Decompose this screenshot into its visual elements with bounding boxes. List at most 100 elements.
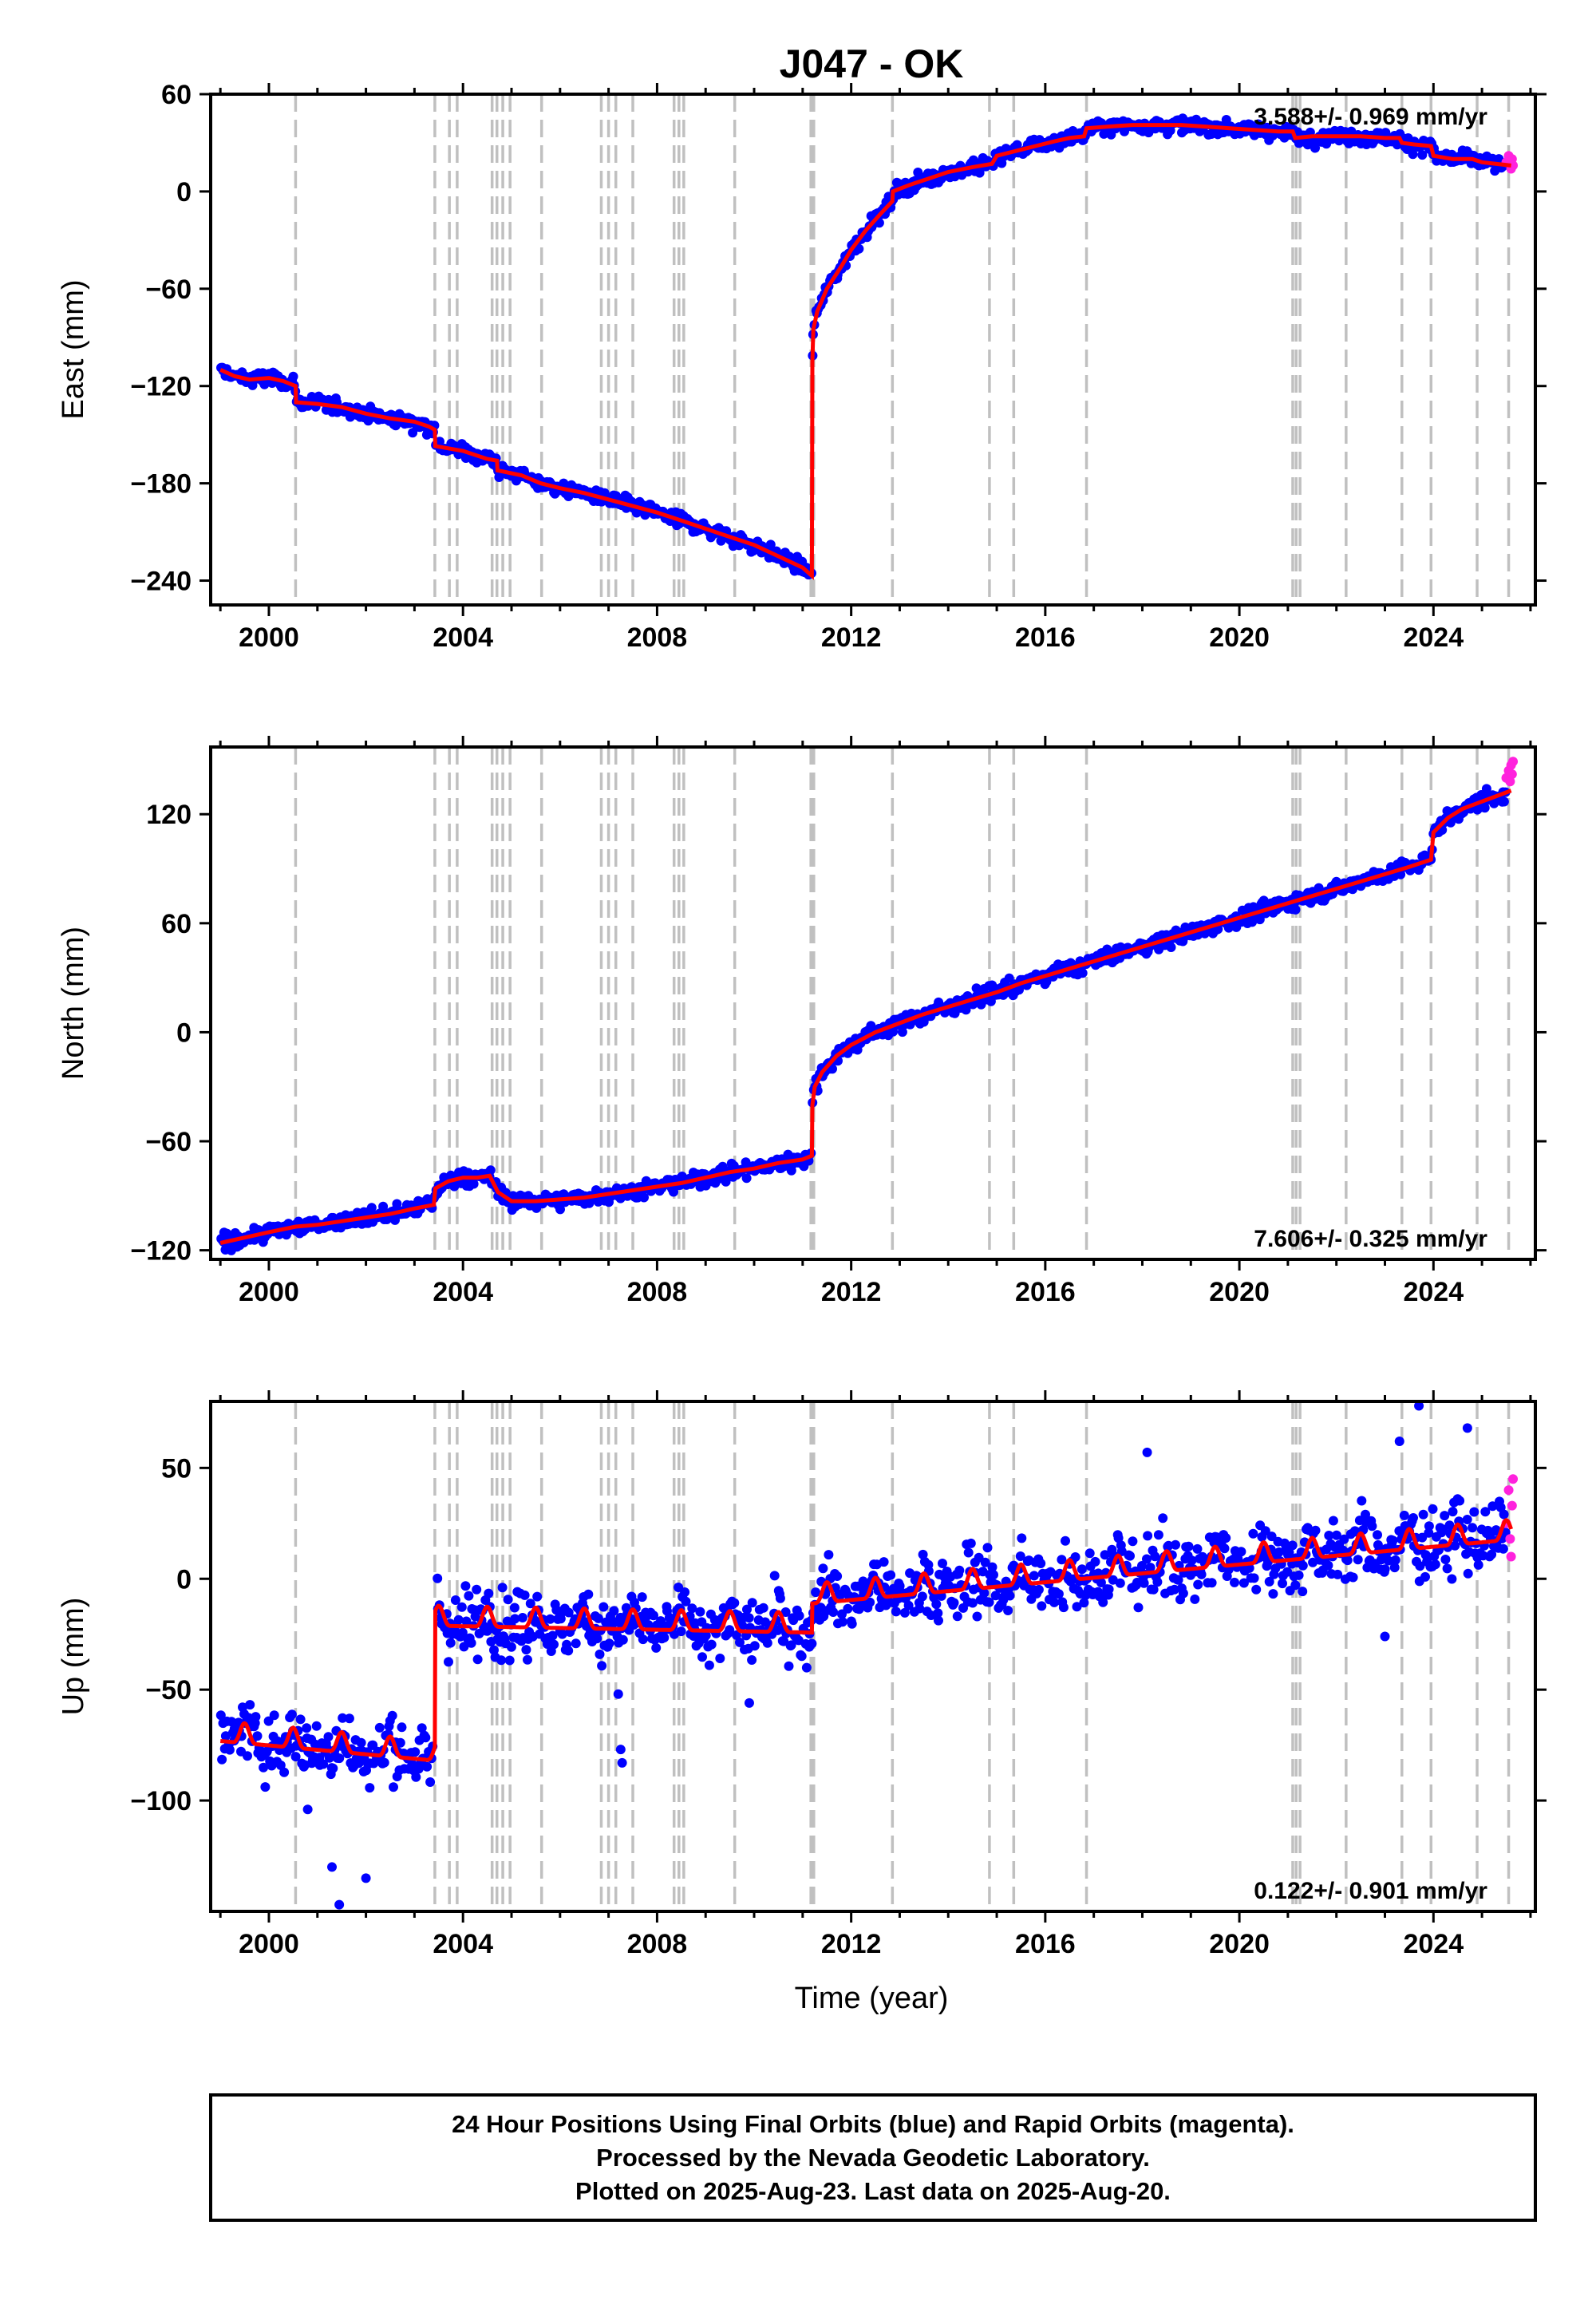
final-orbit-point [1104, 1584, 1114, 1595]
final-orbit-point [397, 1722, 407, 1733]
final-orbit-point [1418, 1509, 1428, 1520]
final-orbit-point [521, 1645, 531, 1655]
final-orbit-point [509, 1603, 519, 1613]
east-model-line [219, 123, 1511, 580]
final-orbit-point [1143, 1531, 1153, 1541]
final-orbit-point [891, 1607, 901, 1617]
final-orbit-point [461, 1616, 472, 1626]
final-orbit-point [899, 1607, 910, 1618]
final-orbit-point [1424, 1528, 1434, 1538]
footer-frame [209, 2093, 1537, 2222]
final-orbit-point [549, 1639, 559, 1650]
final-orbit-point [1447, 1574, 1457, 1584]
final-orbit-point [1163, 1540, 1174, 1551]
final-orbit-point [952, 1611, 962, 1622]
final-orbit-point [1158, 1513, 1168, 1524]
final-orbit-point [938, 1559, 947, 1568]
final-orbit-point [485, 1165, 496, 1176]
final-orbit-point [843, 1603, 853, 1614]
final-orbit-point [1128, 1536, 1138, 1547]
x-tick-label: 2008 [627, 1277, 688, 1307]
final-orbit-point [1236, 1547, 1246, 1557]
final-orbit-point [1187, 1555, 1197, 1566]
final-orbit-point [1440, 1555, 1451, 1564]
final-orbit-point [1142, 1554, 1152, 1564]
final-orbit-point [1077, 968, 1088, 978]
final-orbit-point [1361, 1509, 1370, 1520]
final-orbit-point [779, 1636, 789, 1646]
final-orbit-point [1057, 1555, 1067, 1565]
final-orbit-point [1077, 1564, 1087, 1575]
final-orbit-point [742, 1604, 752, 1614]
x-tick-label: 2012 [821, 1277, 882, 1307]
footer-line-1: 24 Hour Positions Using Final Orbits (bl… [452, 2110, 1294, 2138]
final-orbit-point [1100, 1550, 1110, 1560]
final-orbit-point [1324, 1531, 1334, 1540]
final-orbit-point [503, 1595, 513, 1605]
final-orbit-point [1005, 1591, 1015, 1601]
final-orbit-point [737, 1620, 748, 1630]
final-orbit-point [637, 1592, 647, 1603]
final-orbit-point [1469, 1507, 1479, 1517]
north-y-axis-label: North (mm) [57, 927, 90, 1080]
final-orbit-point [466, 1638, 476, 1648]
final-orbit-point [571, 1638, 581, 1649]
y-tick-label: 50 [161, 1453, 192, 1484]
final-orbit-point [1015, 1551, 1025, 1561]
x-tick-label: 2016 [1015, 1929, 1076, 1959]
final-orbit-point [780, 1607, 791, 1617]
footer-line-3: Plotted on 2025-Aug-23. Last data on 202… [575, 2177, 1171, 2205]
final-orbit-point [1480, 1507, 1491, 1517]
final-orbit-point [1166, 943, 1176, 952]
final-orbit-point [858, 1576, 868, 1587]
x-tick-label: 2016 [1015, 1277, 1076, 1307]
final-orbit-point [395, 1737, 405, 1748]
final-orbit-point [1430, 1559, 1440, 1570]
final-orbit-point [302, 1723, 312, 1733]
final-orbit-point [243, 1751, 252, 1761]
final-orbit-point [323, 1732, 334, 1742]
final-orbit-point [290, 1752, 301, 1762]
final-orbit-point [504, 1655, 515, 1666]
final-orbit-point [974, 168, 985, 178]
final-orbit-point [1017, 1533, 1027, 1543]
final-orbit-point [1498, 1543, 1508, 1554]
final-orbit-point [847, 1618, 857, 1629]
rapid-orbit-point [1505, 777, 1515, 787]
final-orbit-point [1444, 1520, 1455, 1531]
final-orbit-point [433, 1573, 443, 1583]
final-orbit-point [1058, 1603, 1069, 1613]
final-orbit-point [583, 1589, 594, 1599]
final-orbit-point [784, 1661, 794, 1671]
final-orbit-point [1139, 1578, 1149, 1588]
final-orbit-point [680, 1587, 690, 1597]
final-orbit-point [659, 1633, 670, 1642]
final-orbit-point [609, 1606, 619, 1616]
final-orbit-point [949, 1598, 959, 1608]
final-orbit-point [604, 1638, 614, 1649]
final-orbit-point [510, 1614, 520, 1624]
final-orbit-point [1029, 1571, 1039, 1581]
final-orbit-point [794, 1611, 804, 1621]
final-orbit-point [1079, 1598, 1089, 1608]
final-orbit-point [1173, 1575, 1183, 1585]
y-tick-label: −50 [145, 1675, 192, 1705]
final-orbit-point [1328, 1516, 1338, 1526]
final-orbit-point [1003, 1606, 1013, 1615]
final-orbit-point [931, 1599, 942, 1610]
final-orbit-point [1415, 1561, 1425, 1571]
final-orbit-point [489, 1645, 499, 1655]
final-orbit-point [1333, 1569, 1343, 1579]
y-tick-label: 0 [176, 1018, 192, 1048]
final-orbit-point [741, 1173, 752, 1184]
final-orbit-point [456, 1602, 467, 1612]
final-orbit-point [747, 1655, 757, 1665]
final-orbit-point [417, 1723, 427, 1733]
final-orbit-point [1428, 1504, 1438, 1514]
final-orbit-point [445, 1638, 456, 1648]
final-orbit-point [1353, 1555, 1363, 1565]
final-orbit-point [1230, 1577, 1239, 1587]
x-tick-label: 2016 [1015, 622, 1076, 653]
up-model-line [219, 1518, 1513, 1762]
final-orbit-point [1473, 1559, 1483, 1570]
